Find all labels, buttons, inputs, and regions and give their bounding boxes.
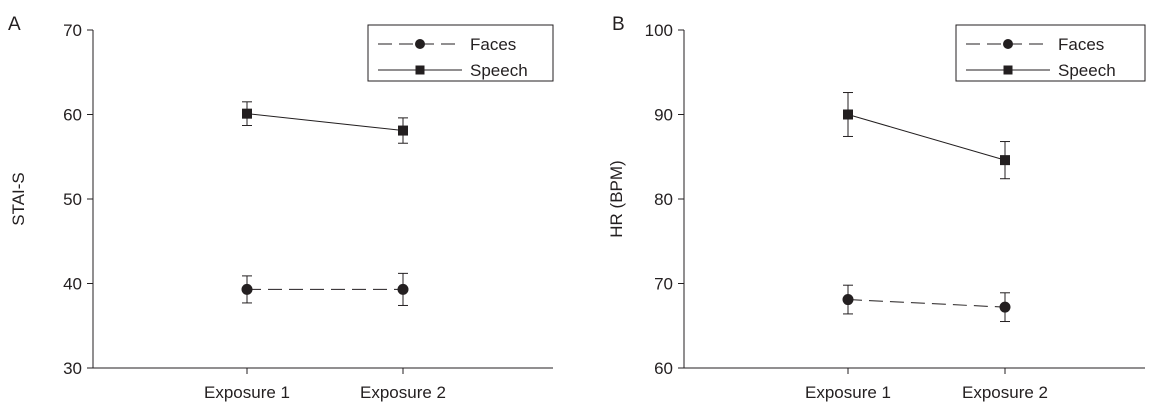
x-tick-label: Exposure 1 [805,383,891,402]
y-axis-title: STAI-S [9,172,28,226]
series-line [847,299,1006,308]
y-tick-label: 80 [654,190,673,209]
series-speech [843,92,1010,180]
legend-label: Speech [470,61,528,80]
data-point [842,294,854,306]
series-line [847,114,1006,161]
y-tick-label: 100 [645,21,673,40]
x-tick-label: Exposure 2 [360,383,446,402]
panel-label: B [612,14,625,35]
legend-marker [415,65,425,75]
series-line [246,113,404,132]
data-point [397,283,409,295]
data-point [999,301,1011,313]
data-point [843,109,853,120]
series-faces [842,284,1011,323]
y-tick-label: 90 [654,106,673,125]
x-tick-label: Exposure 1 [204,383,290,402]
legend-marker [1003,39,1013,49]
panel-label: A [8,14,21,35]
series-faces [241,272,409,306]
legend-box [367,24,554,82]
legend-marker [1003,65,1013,75]
legend-box [955,24,1146,82]
legend-label: Speech [1058,61,1116,80]
legend-label: Faces [1058,35,1104,54]
legend: Faces Speech [955,24,1146,82]
data-point [1000,155,1010,166]
legend: Faces Speech [367,24,554,82]
legend-marker [415,39,425,49]
series-speech [242,101,408,144]
x-tick-label: Exposure 2 [962,383,1048,402]
panel-b: B 60 70 80 90 100 Exposure 1 Exposure 2 HR (BPM)… [607,14,1146,402]
data-point [242,108,252,119]
y-tick-label: 50 [63,190,82,209]
y-tick-label: 40 [63,275,82,294]
y-axis-title: HR (BPM) [607,160,626,237]
data-point [241,283,253,295]
legend-label: Faces [470,35,516,54]
y-tick-label: 70 [654,275,673,294]
y-tick-label: 60 [654,359,673,378]
panel-a: A 30 40 50 60 70 Exposure 1 Exposure 2 STAI-S Fac… [8,14,554,402]
y-tick-label: 30 [63,359,82,378]
data-point [398,125,408,136]
y-tick-label: 60 [63,106,82,125]
y-tick-label: 70 [63,21,82,40]
